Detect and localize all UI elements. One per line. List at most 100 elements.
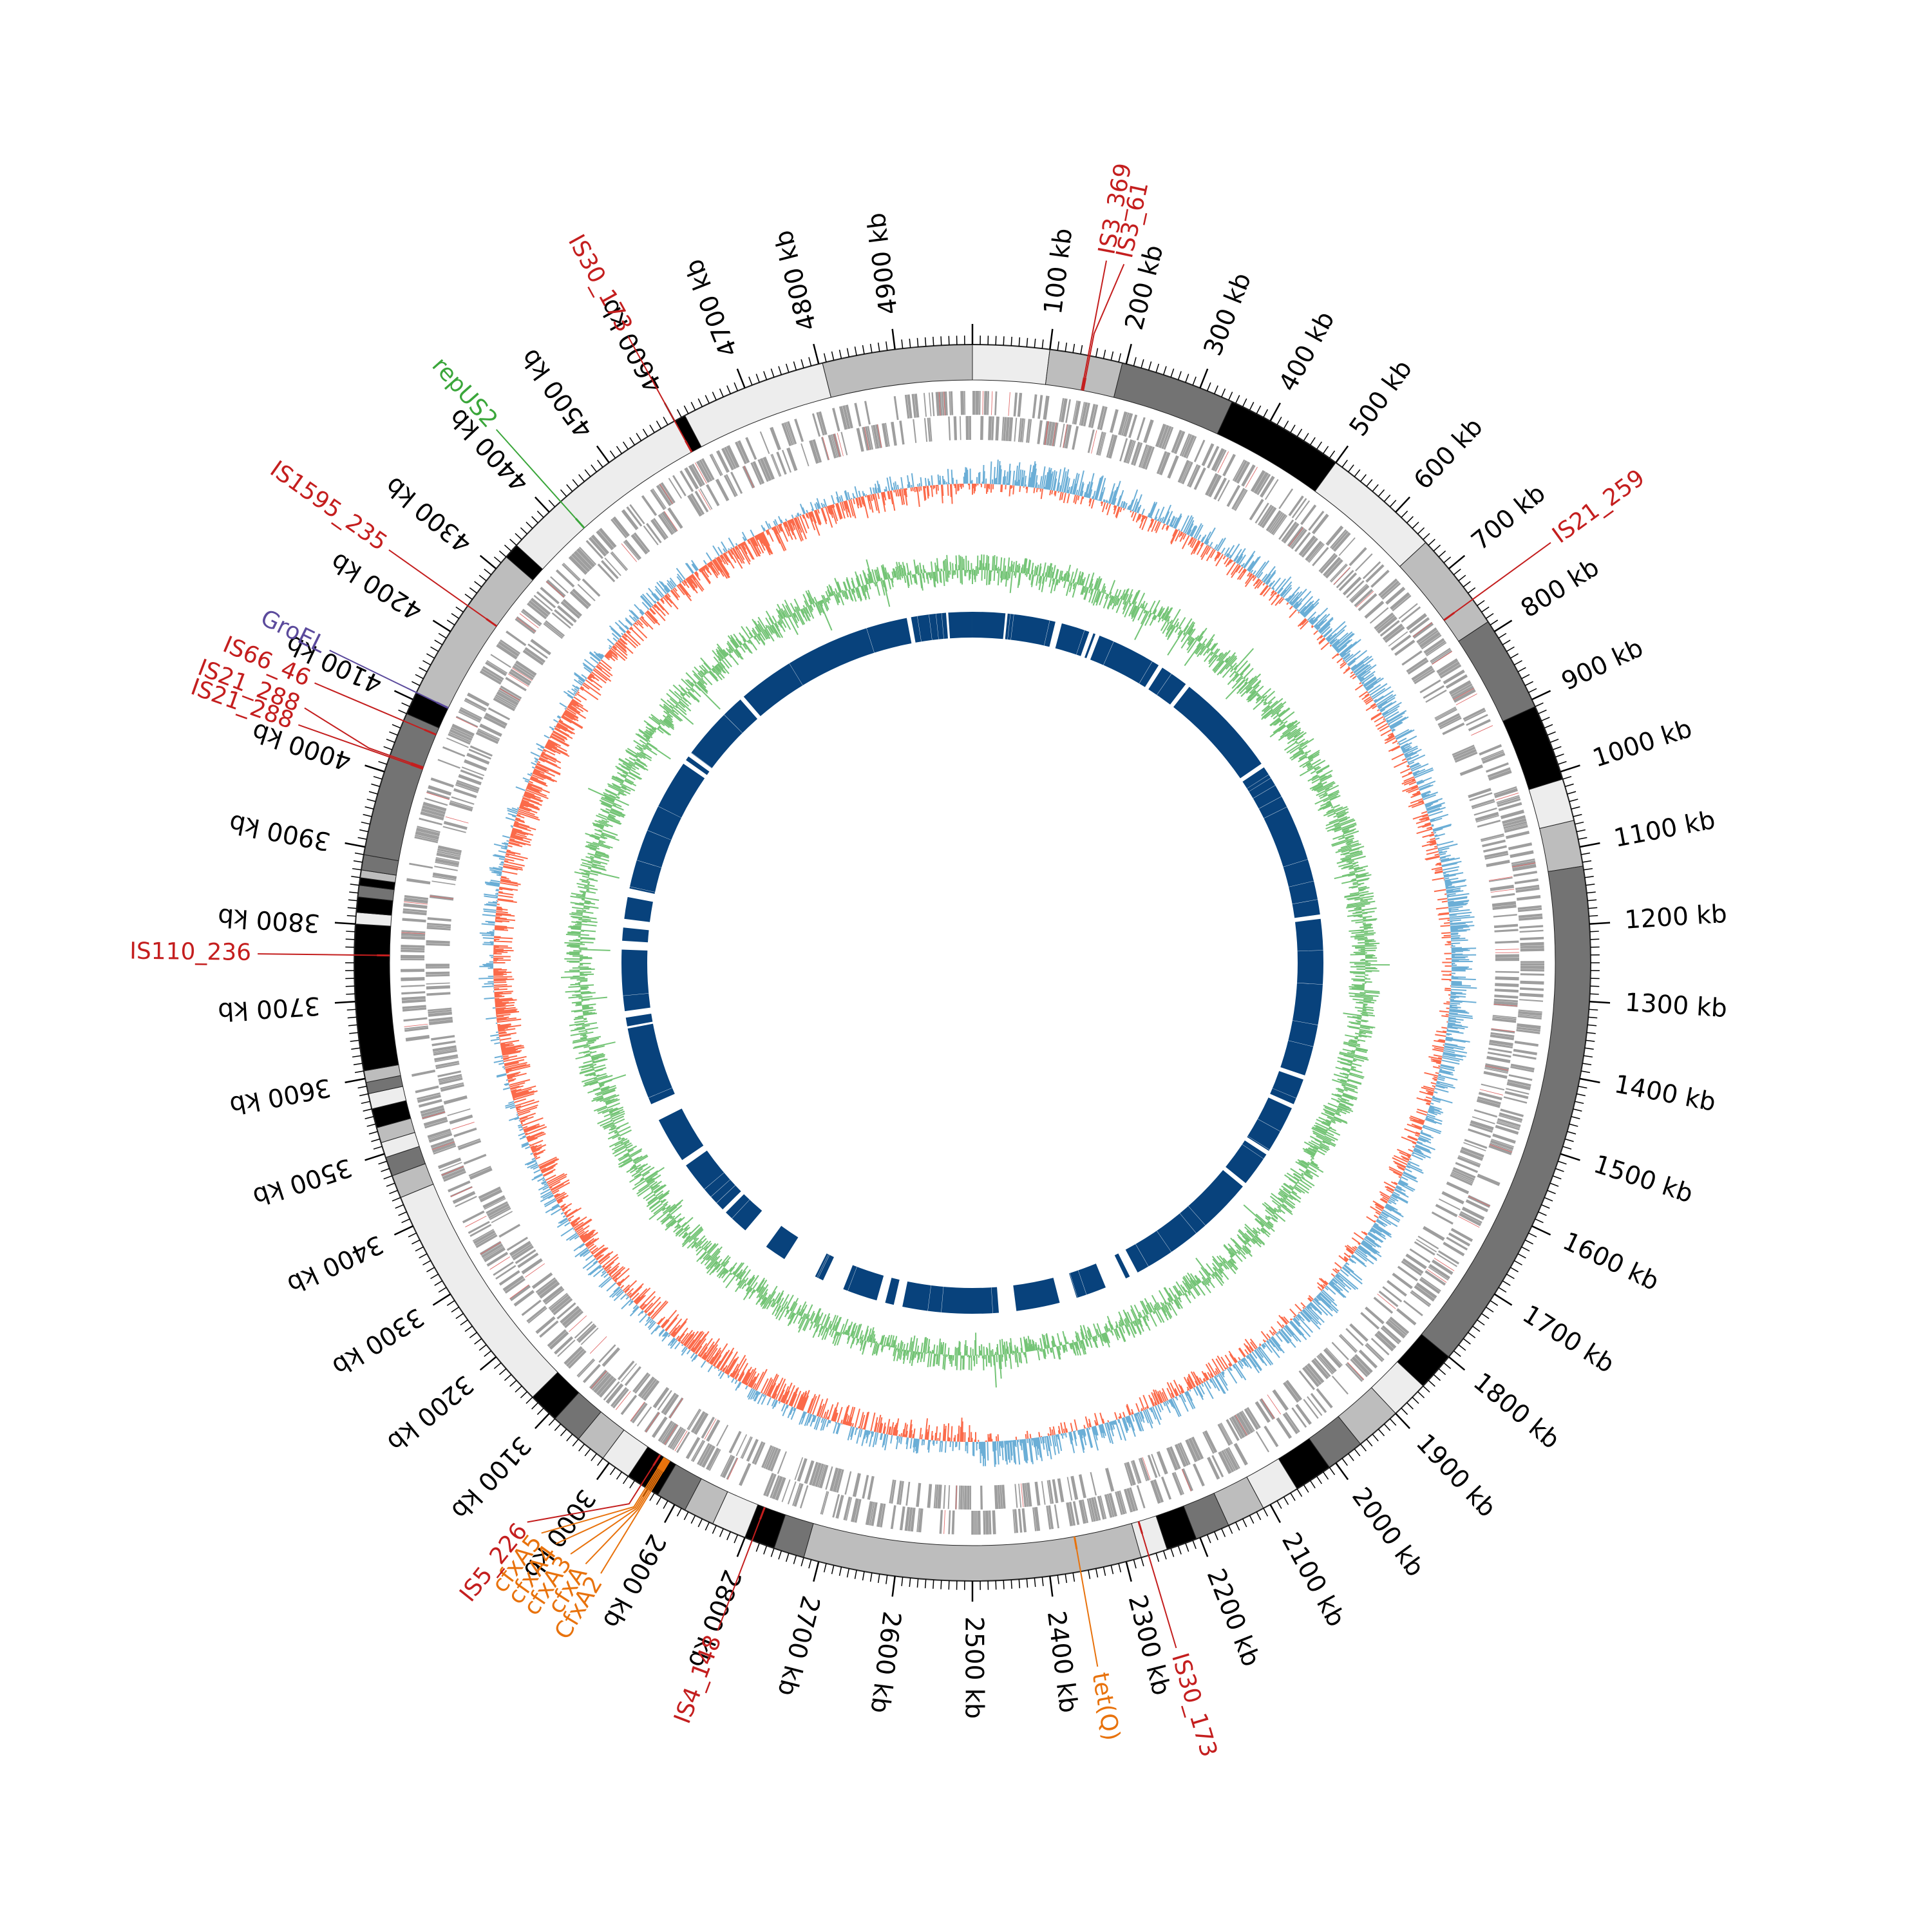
minor-tick [515, 533, 522, 540]
cds-block [468, 748, 491, 760]
cds-block [1163, 426, 1174, 450]
cds-block [1158, 424, 1170, 449]
minor-tick [419, 667, 428, 672]
minor-tick [690, 402, 696, 411]
cds-block [1459, 1149, 1484, 1161]
cds-block [910, 1507, 916, 1532]
cds-block [1419, 631, 1441, 649]
minor-tick [1528, 1232, 1537, 1238]
minor-tick [520, 1391, 528, 1399]
cds-block [1468, 788, 1492, 799]
cds-block [1003, 417, 1007, 441]
cds-block [872, 424, 880, 449]
cds-block [576, 1323, 595, 1341]
cds-block [911, 393, 916, 418]
cds-block [545, 579, 566, 598]
cds-block [935, 392, 940, 416]
cds-block [547, 1329, 567, 1347]
cds-block [568, 555, 588, 575]
minor-tick [578, 1443, 585, 1452]
minor-tick [484, 1350, 492, 1357]
cds-block [560, 601, 581, 619]
minor-tick [1378, 1428, 1385, 1437]
minor-tick [1221, 388, 1226, 397]
cds-block [1316, 1356, 1334, 1375]
blast-hit [1013, 1278, 1060, 1311]
cds-block [426, 943, 450, 947]
cds-block [1130, 1461, 1139, 1484]
cds-block [708, 1449, 721, 1471]
cds-block [562, 564, 580, 582]
minor-tick [357, 837, 367, 840]
rna-mark [591, 1370, 607, 1389]
blast-hit [624, 896, 653, 922]
tick-label: 1300 kb [1624, 988, 1728, 1023]
cds-block [799, 1485, 809, 1509]
minor-tick [823, 1563, 827, 1573]
cds-block [658, 514, 674, 535]
cds-block [763, 1446, 774, 1469]
cds-block [1083, 402, 1090, 427]
cds-block [880, 1503, 886, 1528]
cds-block [989, 1510, 992, 1535]
cds-block [1365, 564, 1385, 583]
cds-block [1018, 1483, 1022, 1508]
rna-mark [431, 1141, 455, 1150]
minor-tick [1118, 353, 1122, 363]
feature-leader-line [1141, 1533, 1177, 1649]
blast-gap-line [1297, 950, 1323, 952]
cds-block [690, 1411, 706, 1434]
cds-block [1319, 1352, 1337, 1372]
minor-tick [1141, 1557, 1144, 1567]
cds-block [1207, 1457, 1220, 1480]
cds-block [1519, 987, 1544, 991]
rna-mark [401, 932, 426, 934]
cds-block [781, 422, 792, 446]
cds-block [699, 1444, 713, 1466]
blast-gap-line [1292, 899, 1318, 905]
major-tick [736, 1537, 746, 1557]
blast-hit [1226, 1140, 1267, 1184]
minor-tick [361, 821, 370, 825]
cds-block [876, 1502, 884, 1528]
cds-block [992, 1510, 996, 1535]
cds-block [1493, 998, 1518, 1003]
minor-tick [1453, 1350, 1461, 1357]
major-tick [432, 620, 451, 632]
cds-block [1480, 833, 1504, 841]
feature-label: IS30_173 [1166, 1650, 1222, 1760]
cds-block [1491, 1139, 1515, 1148]
cds-block [962, 1485, 965, 1510]
feature-label: IS4_148 [669, 1632, 726, 1727]
rna-mark [615, 1390, 631, 1410]
minor-tick [1502, 639, 1511, 645]
minor-tick [1263, 1508, 1269, 1517]
cds-block [1236, 1412, 1251, 1435]
cds-block [1173, 431, 1186, 455]
cds-block [1454, 748, 1477, 761]
major-tick [1125, 1561, 1132, 1582]
cds-block [701, 1445, 715, 1468]
cds-block [401, 996, 426, 1001]
cds-block [437, 848, 461, 856]
feature-mark [1137, 1521, 1144, 1535]
feature-mark [1082, 377, 1087, 391]
cds-block [1369, 607, 1389, 624]
blast-gap-line [1157, 673, 1172, 696]
cds-block [1214, 450, 1227, 472]
cds-block [711, 453, 723, 476]
cds-block [1161, 426, 1172, 450]
cds-block [653, 518, 668, 538]
blast-gap-line [1264, 806, 1287, 819]
cds-block [427, 922, 451, 927]
cds-block [1349, 583, 1367, 601]
cds-block [1490, 1140, 1514, 1151]
cds-block [927, 1484, 933, 1508]
blast-gap-line [917, 616, 922, 642]
cds-block [1432, 1259, 1454, 1275]
cds-block [651, 1416, 668, 1438]
cds-block [1336, 569, 1354, 589]
cds-block [1177, 1443, 1189, 1466]
cds-block [1181, 1468, 1193, 1492]
minor-tick [1235, 1522, 1240, 1531]
